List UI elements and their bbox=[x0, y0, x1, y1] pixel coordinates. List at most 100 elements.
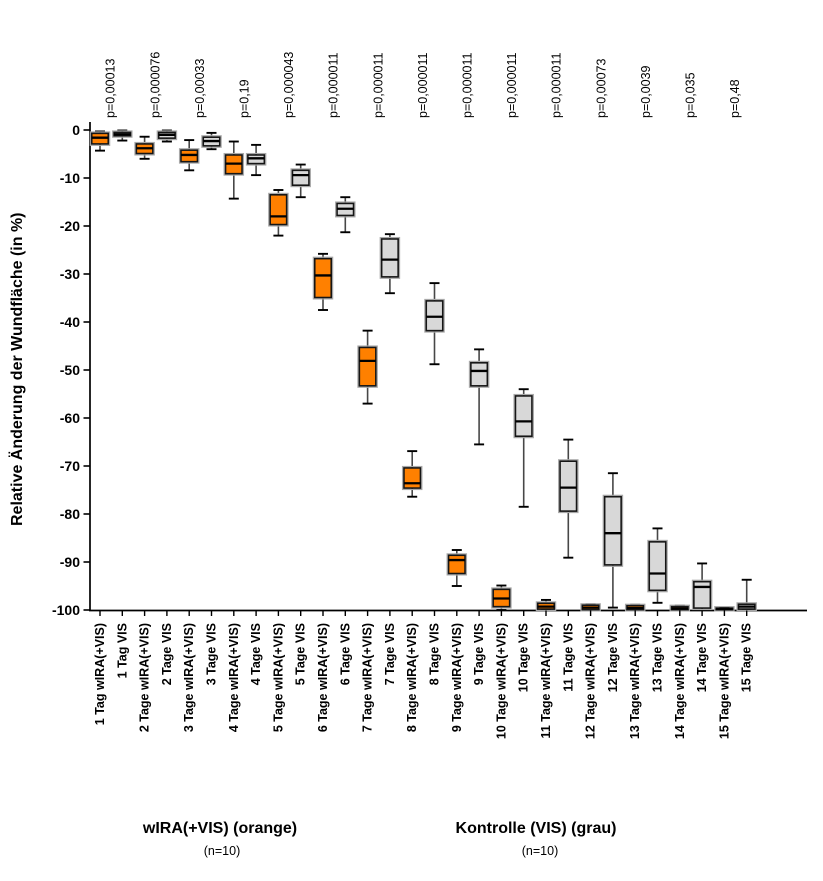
x-tick-label: 5 Tage wIRA(+VIS) bbox=[271, 623, 285, 732]
box-iqr bbox=[514, 395, 533, 438]
box-halo bbox=[223, 152, 245, 176]
x-tick-label: 9 Tage VIS bbox=[472, 623, 486, 685]
x-tick-label: 4 Tage VIS bbox=[249, 623, 263, 685]
box-iqr bbox=[403, 467, 422, 489]
x-tick-label: 1 Tag VIS bbox=[115, 623, 129, 678]
boxplot-3-tage-vis bbox=[201, 131, 222, 151]
box-iqr bbox=[380, 238, 399, 278]
y-tick-label: -100 bbox=[52, 602, 80, 618]
y-tick-label: -10 bbox=[60, 170, 80, 186]
y-tick-label: -40 bbox=[60, 314, 80, 330]
boxplot-8-tage-vis bbox=[424, 282, 445, 366]
boxplot-5-tage-wira-vis bbox=[268, 189, 289, 237]
x-tick-label: 6 Tage VIS bbox=[338, 623, 352, 685]
group-n-wira: (n=10) bbox=[203, 844, 241, 858]
x-tick-label: 8 Tage wIRA(+VIS) bbox=[405, 623, 419, 732]
box-halo bbox=[290, 168, 311, 188]
boxplot-11-tage-wira-vis bbox=[535, 598, 557, 612]
x-tick-label: 7 Tage VIS bbox=[383, 623, 397, 685]
boxplot-3-tage-wira-vis bbox=[178, 139, 200, 172]
p-value-label: p=0,000011 bbox=[460, 52, 474, 118]
group-n-kontrolle: (n=10) bbox=[521, 844, 559, 858]
boxplot-6-tage-vis bbox=[335, 196, 356, 234]
boxplot-14-tage-wira-vis bbox=[669, 604, 691, 612]
p-value-label: p=0,000043 bbox=[282, 52, 296, 118]
p-value-label: p=0,000011 bbox=[327, 52, 341, 118]
box-iqr bbox=[291, 169, 310, 187]
box-halo bbox=[691, 579, 713, 611]
box-halo bbox=[201, 135, 222, 148]
box-halo bbox=[736, 602, 757, 612]
boxplot-11-tage-vis bbox=[558, 438, 579, 559]
y-tick-label: -30 bbox=[60, 266, 80, 282]
x-tick-label: 11 Tage VIS bbox=[561, 623, 575, 692]
boxplot-9-tage-wira-vis bbox=[446, 549, 468, 587]
p-value-label: p=0,00073 bbox=[594, 59, 608, 118]
box-halo bbox=[112, 130, 133, 138]
x-tick-label: 11 Tage wIRA(+VIS) bbox=[539, 623, 553, 738]
box-iqr bbox=[603, 495, 622, 566]
boxplot-12-tage-wira-vis bbox=[580, 603, 601, 612]
box-halo bbox=[89, 131, 111, 146]
box-halo bbox=[268, 192, 289, 227]
x-tick-label: 9 Tage wIRA(+VIS) bbox=[450, 623, 464, 732]
boxplot-15-tage-wira-vis bbox=[714, 606, 735, 612]
x-tick-label: 13 Tage VIS bbox=[651, 623, 665, 692]
boxplot-2-tage-vis bbox=[156, 129, 178, 143]
boxplot-1-tag-wira-vis bbox=[89, 130, 111, 152]
x-tick-label: 3 Tage VIS bbox=[205, 623, 219, 685]
x-tick-label: 2 Tage VIS bbox=[160, 623, 174, 685]
boxplot-14-tage-vis bbox=[691, 562, 713, 611]
x-tick-label: 2 Tage wIRA(+VIS) bbox=[138, 623, 152, 732]
x-tick-label: 15 Tage wIRA(+VIS) bbox=[717, 623, 731, 739]
box-halo bbox=[357, 345, 378, 388]
box-halo bbox=[602, 494, 624, 567]
boxplot-9-tage-vis bbox=[468, 348, 490, 446]
x-tick-label: 13 Tage wIRA(+VIS) bbox=[628, 623, 642, 739]
box-halo bbox=[178, 148, 200, 164]
p-value-label: p=0,48 bbox=[728, 79, 742, 118]
box-halo bbox=[335, 201, 356, 218]
box-halo bbox=[558, 459, 579, 514]
boxplot-5-tage-vis bbox=[290, 163, 311, 199]
box-halo bbox=[424, 298, 445, 333]
p-value-label: p=0,000011 bbox=[505, 52, 519, 118]
box-iqr bbox=[358, 346, 377, 387]
x-tick-label: 12 Tage wIRA(+VIS) bbox=[584, 623, 598, 739]
x-tick-label: 10 Tage wIRA(+VIS) bbox=[494, 623, 508, 739]
p-value-label: p=0,00033 bbox=[193, 59, 207, 118]
y-tick-label: -50 bbox=[60, 362, 80, 378]
boxplot-13-tage-vis bbox=[647, 527, 668, 604]
plot-svg: 0 -10 -20 -30 -40 -50 -60 -70 -80 -90 -100 1 Tag wI… bbox=[52, 52, 807, 739]
x-tick-label: 7 Tage wIRA(+VIS) bbox=[361, 623, 375, 732]
x-tick-label: 14 Tage VIS bbox=[695, 623, 709, 692]
x-tick-label: 12 Tage VIS bbox=[606, 623, 620, 692]
p-value-label: p=0,000011 bbox=[550, 52, 564, 118]
boxplot-2-tage-wira-vis bbox=[134, 135, 155, 160]
boxplot-12-tage-vis bbox=[602, 472, 624, 609]
x-tick-label: 5 Tage VIS bbox=[294, 623, 308, 685]
box-halo bbox=[312, 256, 334, 300]
boxplot-6-tage-wira-vis bbox=[312, 252, 334, 311]
box-halo bbox=[401, 465, 423, 491]
p-value-label: p=0,0039 bbox=[639, 65, 653, 118]
box-halo bbox=[134, 141, 155, 156]
y-tick-label: 0 bbox=[72, 122, 80, 138]
p-value-label: p=0,19 bbox=[237, 79, 251, 118]
x-tick-label: 10 Tage VIS bbox=[517, 623, 531, 692]
y-axis-title: Relative Änderung der Wundfläche (in %) bbox=[9, 212, 26, 526]
boxplot-1-tag-vis bbox=[112, 129, 133, 142]
boxplot-7-tage-wira-vis bbox=[357, 329, 378, 405]
box-halo bbox=[647, 539, 668, 593]
box-halo bbox=[245, 152, 267, 166]
x-tick-label: 15 Tage VIS bbox=[740, 623, 754, 692]
box-halo bbox=[156, 130, 178, 141]
box-halo bbox=[535, 601, 557, 612]
x-tick-label: 6 Tage wIRA(+VIS) bbox=[316, 623, 330, 732]
boxplot-10-tage-wira-vis bbox=[491, 584, 512, 611]
box-iqr bbox=[559, 460, 578, 512]
x-tick-label: 4 Tage wIRA(+VIS) bbox=[227, 623, 241, 732]
box-halo bbox=[379, 236, 401, 279]
boxplot-4-tage-vis bbox=[245, 143, 267, 177]
